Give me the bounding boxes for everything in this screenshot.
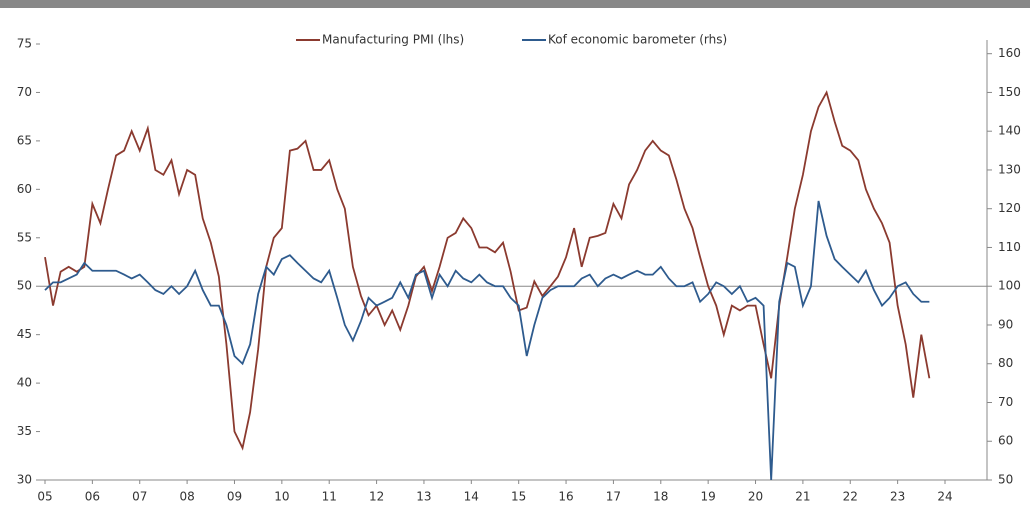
x-tick-label: 22: [843, 490, 858, 504]
legend-label: Kof economic barometer (rhs): [548, 33, 727, 47]
y-tick-label: 60: [17, 182, 32, 196]
x-tick-label: 15: [511, 490, 526, 504]
y-tick-label: 65: [17, 133, 32, 147]
x-tick-label: 07: [132, 490, 147, 504]
y2-tick-label: 60: [998, 434, 1013, 448]
y2-tick-label: 130: [998, 162, 1021, 176]
x-tick-label: 05: [37, 490, 52, 504]
y2-tick-label: 70: [998, 395, 1013, 409]
x-tick-label: 09: [227, 490, 242, 504]
y2-tick-label: 140: [998, 124, 1021, 138]
y-tick-label: 70: [17, 85, 32, 99]
x-tick-label: 24: [937, 490, 952, 504]
x-tick-label: 14: [464, 490, 479, 504]
series-line: [44, 90, 931, 451]
x-tick-label: 17: [606, 490, 621, 504]
legend-label: Manufacturing PMI (lhs): [322, 33, 464, 47]
y2-tick-label: 150: [998, 85, 1021, 99]
y2-tick-label: 50: [998, 473, 1013, 487]
y-tick-label: 45: [17, 327, 32, 341]
x-tick-label: 12: [369, 490, 384, 504]
y-tick-label: 50: [17, 279, 32, 293]
x-tick-label: 23: [890, 490, 905, 504]
y-tick-label: 30: [17, 473, 32, 487]
x-tick-label: 08: [179, 490, 194, 504]
x-tick-label: 18: [653, 490, 668, 504]
y2-tick-label: 160: [998, 46, 1021, 60]
y-tick-label: 55: [17, 230, 32, 244]
header-bar: [0, 0, 1030, 8]
x-tick-label: 20: [748, 490, 763, 504]
y2-tick-label: 110: [998, 240, 1021, 254]
series-line: [44, 200, 930, 480]
x-tick-label: 21: [795, 490, 810, 504]
y-tick-label: 40: [17, 376, 32, 390]
x-tick-label: 10: [274, 490, 289, 504]
x-tick-label: 16: [558, 490, 573, 504]
y2-tick-label: 100: [998, 279, 1021, 293]
y2-tick-label: 90: [998, 317, 1013, 331]
y-tick-label: 35: [17, 424, 32, 438]
x-tick-label: 06: [85, 490, 100, 504]
y2-tick-label: 120: [998, 201, 1021, 215]
x-tick-label: 19: [701, 490, 716, 504]
y2-tick-label: 80: [998, 356, 1013, 370]
x-tick-label: 11: [322, 490, 337, 504]
y-tick-label: 75: [17, 37, 32, 51]
x-tick-label: 13: [416, 490, 431, 504]
